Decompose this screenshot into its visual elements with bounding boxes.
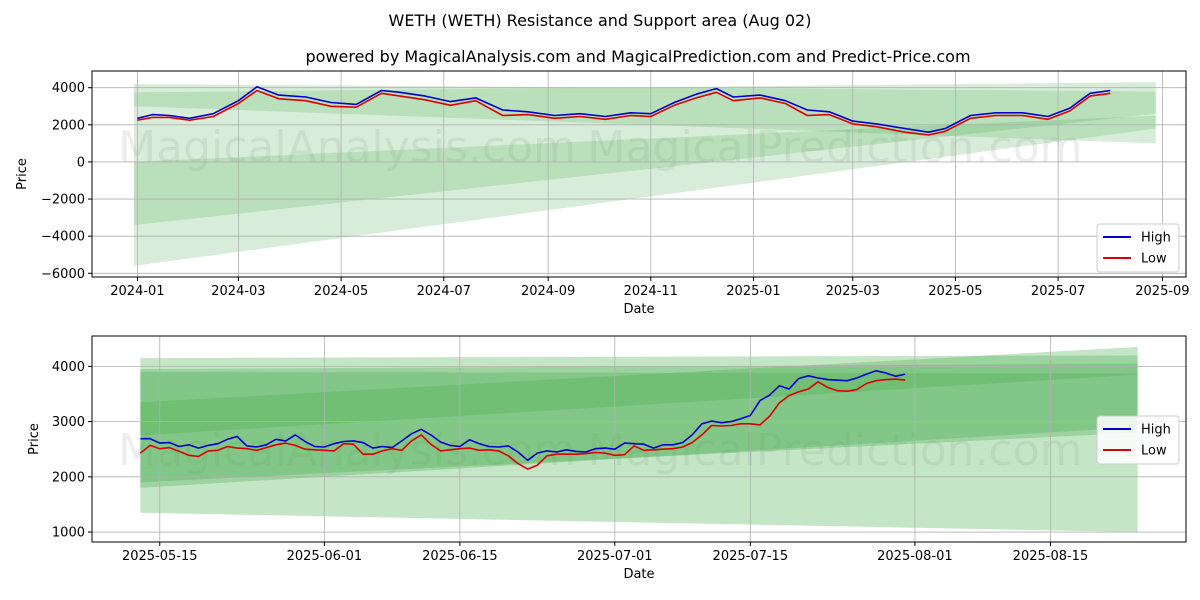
top-chart: MagicalAnalysis.com MagicalPrediction.com… [15, 70, 1190, 317]
series-group [137, 86, 1111, 136]
support-resistance-band [140, 347, 1138, 436]
support-resistance-band [134, 115, 1156, 266]
chart-title: WETH (WETH) Resistance and Support area … [389, 11, 812, 30]
x-tick-label: 2025-07-15 [713, 549, 789, 564]
y-axis-label: Price [15, 158, 30, 190]
series-line-low [139, 378, 906, 470]
y-tick-label: −6000 [41, 267, 85, 282]
legend: High Low [1096, 415, 1180, 465]
x-tick-label: 2024-09 [521, 284, 575, 299]
x-tick-label: 2025-07 [1031, 284, 1085, 299]
x-tick-label: 2024-05 [314, 284, 368, 299]
watermark-text: MagicalPrediction.com [588, 122, 1083, 173]
plot-frame [91, 70, 1187, 278]
support-resistance-band [140, 363, 1138, 488]
watermark-text: MagicalAnalysis.com [118, 122, 576, 173]
x-tick-label: 2024-07 [417, 284, 471, 299]
x-tick-label: 2024-01 [110, 284, 164, 299]
support-resistance-band [140, 371, 1138, 483]
x-tick-label: 2025-05-15 [122, 549, 198, 564]
x-tick-label: 2025-05 [928, 284, 982, 299]
y-tick-label: 1000 [52, 526, 85, 541]
x-tick-label: 2025-07-01 [577, 549, 653, 564]
support-resistance-band [134, 83, 1156, 226]
chart-subtitle: powered by MagicalAnalysis.com and Magic… [305, 47, 970, 66]
x-tick-label: 2025-06-15 [422, 549, 498, 564]
series-group [139, 369, 906, 470]
legend: High Low [1096, 223, 1180, 273]
legend-label-low: Low [1141, 444, 1167, 459]
y-tick-label: 4000 [52, 81, 85, 96]
x-tick-label: 2025-08-15 [1013, 549, 1089, 564]
x-axis-label: Date [623, 302, 654, 317]
y-tick-label: 3000 [52, 415, 85, 430]
series-line-low [137, 89, 1111, 136]
legend-label-high: High [1141, 423, 1171, 438]
legend-label-high: High [1141, 231, 1171, 246]
x-tick-label: 2024-11 [624, 284, 678, 299]
bottom-chart: MagicalAnalysis.com MagicalPrediction.com… [27, 335, 1187, 582]
x-tick-label: 2025-09 [1135, 284, 1189, 299]
x-tick-label: 2025-03 [826, 284, 880, 299]
band-group [134, 82, 1156, 266]
series-line-high [140, 369, 906, 462]
x-tick-label: 2024-03 [211, 284, 265, 299]
x-axis-label: Date [623, 567, 654, 582]
plot-frame [91, 335, 1187, 543]
watermark-text: MagicalPrediction.com [588, 425, 1083, 476]
series-line-high [137, 86, 1111, 133]
y-axis-label: Price [27, 423, 42, 455]
legend-label-low: Low [1141, 252, 1167, 267]
y-tick-label: 2000 [52, 470, 85, 485]
y-tick-label: 0 [77, 155, 85, 170]
x-tick-label: 2025-01 [726, 284, 780, 299]
y-tick-label: 4000 [52, 360, 85, 375]
x-tick-label: 2025-08-01 [877, 549, 953, 564]
x-tick-label: 2025-06-01 [287, 549, 363, 564]
y-tick-label: 2000 [52, 118, 85, 133]
band-group [140, 347, 1138, 533]
y-tick-label: −4000 [41, 230, 85, 245]
y-tick-label: −2000 [41, 193, 85, 208]
